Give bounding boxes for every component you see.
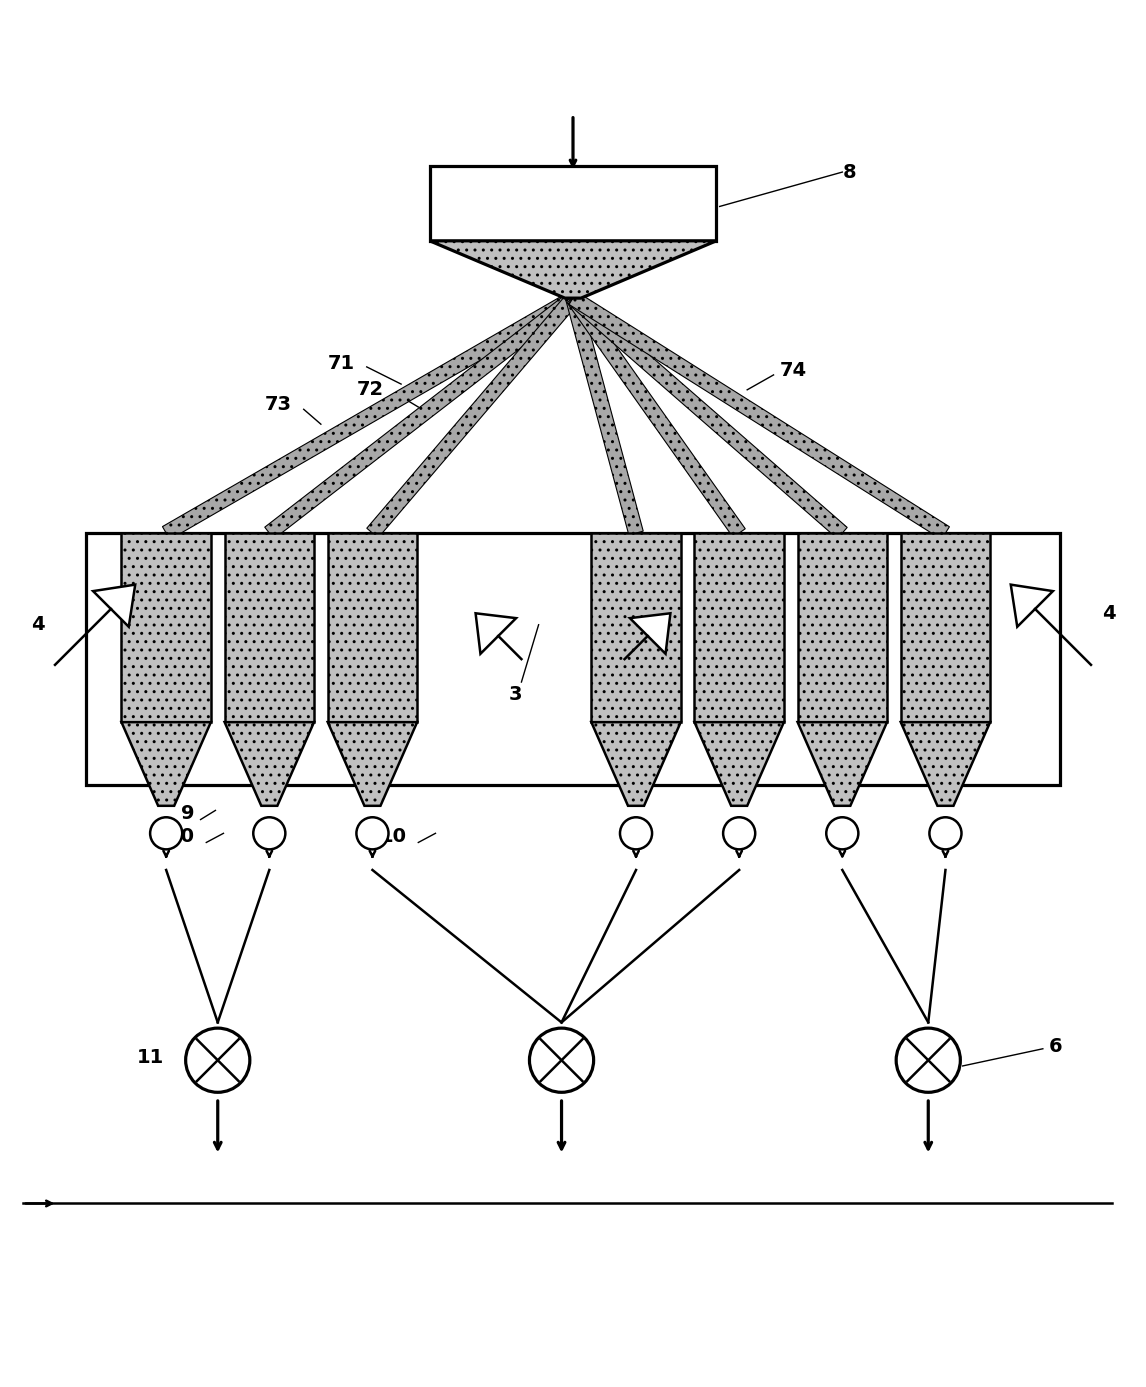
Circle shape [186, 1028, 250, 1093]
Polygon shape [163, 291, 576, 540]
Text: 8: 8 [842, 162, 856, 182]
Text: 9: 9 [181, 804, 195, 824]
Circle shape [356, 817, 388, 849]
Circle shape [826, 817, 858, 849]
Bar [430, 166, 716, 241]
Circle shape [529, 1028, 594, 1093]
Bar [591, 533, 681, 723]
Polygon shape [367, 293, 579, 538]
Polygon shape [901, 723, 990, 806]
Circle shape [896, 1028, 960, 1093]
Text: 4: 4 [31, 616, 45, 634]
Polygon shape [430, 241, 716, 298]
Polygon shape [1011, 585, 1053, 627]
Text: 11: 11 [136, 1049, 164, 1068]
Polygon shape [591, 723, 681, 806]
Polygon shape [798, 723, 887, 806]
Circle shape [150, 817, 182, 849]
Text: 10: 10 [379, 827, 407, 846]
Text: 4: 4 [1102, 603, 1116, 623]
Polygon shape [225, 723, 314, 806]
Polygon shape [694, 723, 784, 806]
Text: 73: 73 [265, 395, 292, 415]
Polygon shape [570, 291, 949, 540]
Polygon shape [567, 294, 745, 537]
Bar [901, 533, 990, 723]
Polygon shape [265, 293, 578, 540]
Polygon shape [93, 585, 135, 627]
Bar [798, 533, 887, 723]
Polygon shape [568, 293, 847, 538]
Circle shape [253, 817, 285, 849]
Text: 74: 74 [779, 361, 807, 380]
Bar [86, 533, 1060, 785]
Polygon shape [566, 297, 643, 535]
Bar [694, 533, 784, 723]
Text: 10: 10 [167, 827, 195, 846]
Text: 72: 72 [356, 380, 384, 399]
Bar [225, 533, 314, 723]
Circle shape [620, 817, 652, 849]
Polygon shape [328, 723, 417, 806]
Circle shape [723, 817, 755, 849]
Bar [121, 533, 211, 723]
Circle shape [929, 817, 961, 849]
Text: 71: 71 [328, 354, 355, 373]
Bar [328, 533, 417, 723]
Polygon shape [630, 613, 670, 653]
Text: 3: 3 [509, 685, 523, 705]
Polygon shape [476, 613, 516, 653]
Text: 6: 6 [1049, 1037, 1062, 1056]
Polygon shape [121, 723, 211, 806]
